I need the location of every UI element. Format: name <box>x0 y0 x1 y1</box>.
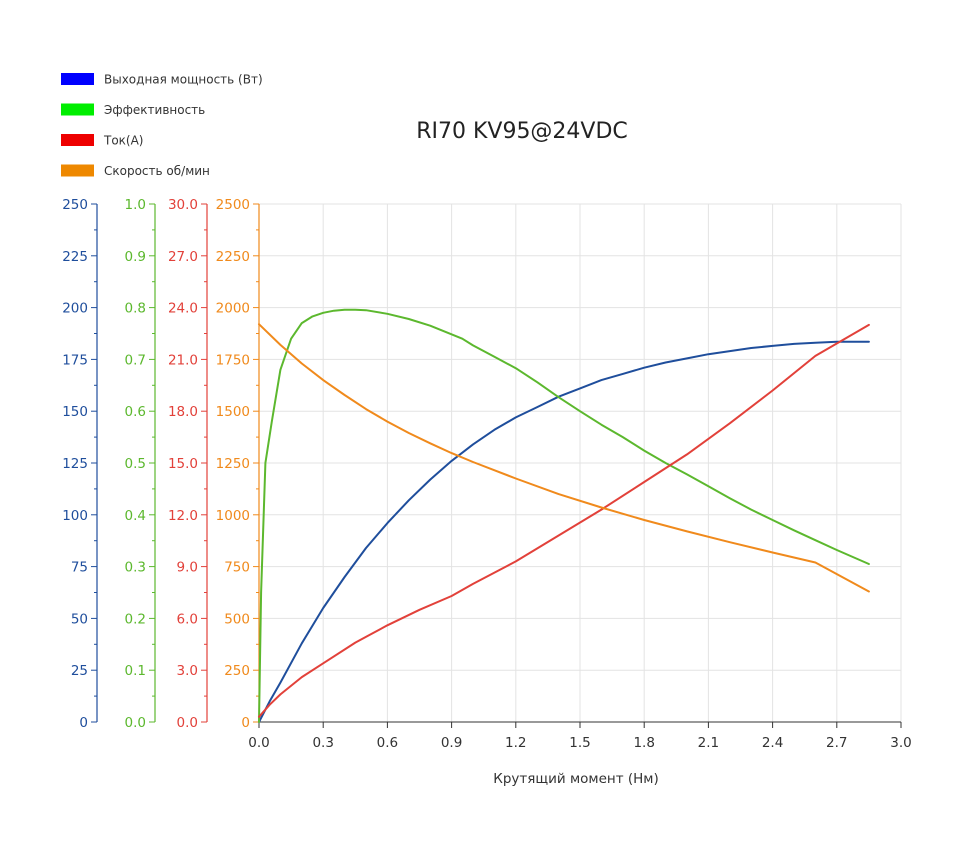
y-tick-label: 0 <box>79 715 88 731</box>
y-tick-label: 250 <box>224 663 250 679</box>
x-tick-label: 3.0 <box>890 735 911 751</box>
y-tick-label: 3.0 <box>177 663 198 679</box>
y-tick-label: 1750 <box>216 352 250 368</box>
legend-swatch[interactable] <box>61 164 94 177</box>
y-tick-label: 175 <box>62 352 88 368</box>
x-tick-label: 0.9 <box>441 735 462 751</box>
series-line-2 <box>258 323 870 718</box>
y-tick-label: 250 <box>62 197 88 213</box>
y-tick-label: 25 <box>71 663 88 679</box>
x-tick-label: 0.6 <box>377 735 398 751</box>
series-line-3 <box>258 323 870 593</box>
y-tick-label: 21.0 <box>168 352 198 368</box>
y-tick-label: 30.0 <box>168 197 198 213</box>
legend-label[interactable]: Выходная мощность (Вт) <box>104 73 263 87</box>
y-tick-label: 2250 <box>216 249 250 265</box>
y-tick-label: 0.4 <box>125 508 146 524</box>
y-tick-label: 750 <box>224 560 250 576</box>
y-tick-label: 225 <box>62 249 88 265</box>
y-tick-label: 0.9 <box>125 249 146 265</box>
series-line-0 <box>258 340 870 723</box>
x-tick-label: 1.5 <box>569 735 590 751</box>
y-tick-label: 500 <box>224 611 250 627</box>
y-tick-label: 0.2 <box>125 611 146 627</box>
y-tick-label: 150 <box>62 404 88 420</box>
y-tick-label: 1.0 <box>125 197 146 213</box>
x-axis-label: Крутящий момент (Нм) <box>493 771 658 787</box>
y-tick-label: 0.0 <box>177 715 198 731</box>
legend-label[interactable]: Эффективность <box>104 103 205 117</box>
y-tick-label: 9.0 <box>177 560 198 576</box>
y-tick-label: 1250 <box>216 456 250 472</box>
y-tick-label: 0.7 <box>125 352 146 368</box>
y-tick-label: 0 <box>241 715 250 731</box>
y-tick-label: 1500 <box>216 404 250 420</box>
y-tick-label: 0.1 <box>125 663 146 679</box>
x-tick-label: 0.3 <box>312 735 333 751</box>
y-tick-label: 75 <box>71 560 88 576</box>
y-tick-label: 15.0 <box>168 456 198 472</box>
y-tick-label: 50 <box>71 611 88 627</box>
y-tick-label: 100 <box>62 508 88 524</box>
y-tick-label: 2500 <box>216 197 250 213</box>
x-tick-label: 0.0 <box>248 735 269 751</box>
y-tick-label: 12.0 <box>168 508 198 524</box>
series-lines <box>258 308 870 723</box>
x-tick-label: 1.8 <box>633 735 654 751</box>
legend-swatch[interactable] <box>61 134 94 146</box>
y-tick-label: 0.5 <box>125 456 146 472</box>
y-tick-label: 125 <box>62 456 88 472</box>
axes: 0.0 0.3 0.6 0.9 1.2 1.5 1.8 2.1 2.4 2.7 3.0 0 25 50 75… <box>62 197 912 751</box>
series-line-1 <box>258 308 870 723</box>
x-tick-label: 2.4 <box>762 735 783 751</box>
y-tick-label: 0.0 <box>125 715 146 731</box>
legend-label[interactable]: Скорость об/мин <box>104 164 210 178</box>
grid <box>259 203 902 722</box>
legend-swatch[interactable] <box>61 73 94 85</box>
y-tick-label: 1000 <box>216 508 250 524</box>
legend-label[interactable]: Ток(А) <box>103 134 144 148</box>
y-tick-label: 0.3 <box>125 560 146 576</box>
y-tick-label: 200 <box>62 301 88 317</box>
x-tick-label: 1.2 <box>505 735 526 751</box>
y-tick-label: 24.0 <box>168 301 198 317</box>
x-tick-label: 2.7 <box>826 735 847 751</box>
y-tick-label: 6.0 <box>177 611 198 627</box>
legend-swatch[interactable] <box>61 103 94 116</box>
y-tick-label: 2000 <box>216 301 250 317</box>
chart-title: RI70 KV95@24VDC <box>416 119 628 144</box>
y-tick-label: 0.8 <box>125 301 146 317</box>
x-tick-label: 2.1 <box>698 735 719 751</box>
legend: Выходная мощность (Вт) Эффективность Ток(А… <box>61 73 263 178</box>
y-tick-label: 27.0 <box>168 249 198 265</box>
y-tick-label: 0.6 <box>125 404 146 420</box>
y-tick-label: 18.0 <box>168 404 198 420</box>
